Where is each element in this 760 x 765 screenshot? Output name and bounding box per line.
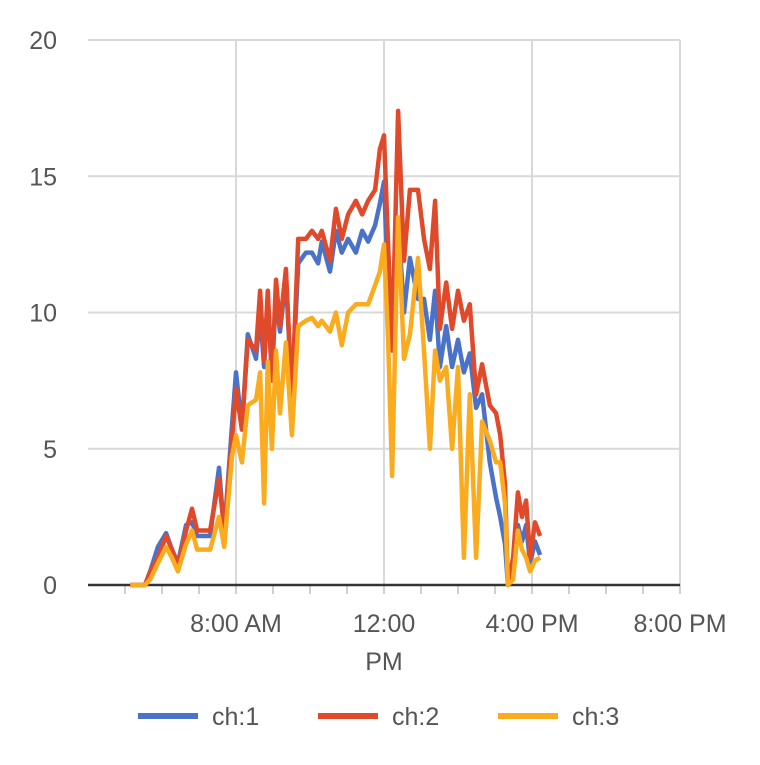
x-tick-label: 8:00 PM [633,610,726,638]
legend-label: ch:2 [392,703,439,731]
y-tick-label: 0 [43,572,57,600]
y-tick-label: 10 [29,300,57,328]
x-tick-label: 12:00 [353,610,416,638]
x-tick-label: 8:00 AM [190,610,282,638]
x-tick-label: 4:00 PM [485,610,578,638]
x-axis-labels: 8:00 AM 12:00 PM 4:00 PM 8:00 PM [190,610,726,676]
legend-label: ch:3 [572,703,619,731]
y-tick-label: 15 [29,163,57,191]
legend: ch:1 ch:2 ch:3 [138,703,619,731]
series-line-ch-3 [130,214,542,588]
y-tick-label: 20 [29,27,57,55]
gridlines [88,39,681,594]
series-lines [130,108,543,588]
y-axis-labels: 0 5 10 15 20 [29,27,57,600]
x-tick-label-line2: PM [365,648,403,676]
y-tick-label: 5 [43,436,57,464]
series-line-ch-2 [130,108,543,588]
legend-label: ch:1 [212,703,259,731]
